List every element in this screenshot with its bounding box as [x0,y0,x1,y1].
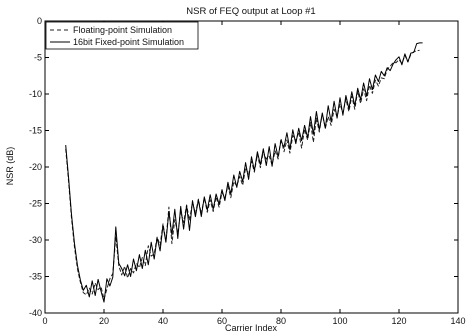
y-tick-label: -15 [29,126,42,136]
plot-area-frame [44,20,459,314]
y-tick-label: -35 [29,272,42,282]
x-tick-label: 120 [391,316,406,326]
y-tick-label: -40 [29,308,42,318]
x-axis-title: Carrier Index [225,323,278,332]
series-group [65,42,423,303]
y-tick-label: -25 [29,199,42,209]
x-tick-label: 0 [42,316,47,326]
legend-label-floating: Floating-point Simulation [73,25,172,35]
legend-box [45,21,199,50]
x-tick-label: 20 [99,316,109,326]
legend: Floating-point Simulation 16bit Fixed-po… [45,21,199,50]
x-tick-label: 80 [276,316,286,326]
x-tick-label: 100 [332,316,347,326]
series-line-fixed-point [65,42,423,303]
y-tick-label: 0 [37,16,42,26]
x-tick-label: 60 [217,316,227,326]
x-tick-label: 140 [450,316,465,326]
y-tick-label: -30 [29,235,42,245]
y-axis-title: NSR (dB) [5,147,15,186]
y-tick-label: -10 [29,89,42,99]
legend-label-fixed: 16bit Fixed-point Simulation [73,37,184,47]
y-tick-label: -5 [34,53,42,63]
x-tick-label: 40 [158,316,168,326]
chart-title: NSR of FEQ output at Loop #1 [186,6,315,17]
y-tick-label: -20 [29,162,42,172]
axis-ticks: 0 20 40 60 80 100 120 140 0 -5 -10 -15 -20 -25 -30 -35 -… [29,16,466,326]
